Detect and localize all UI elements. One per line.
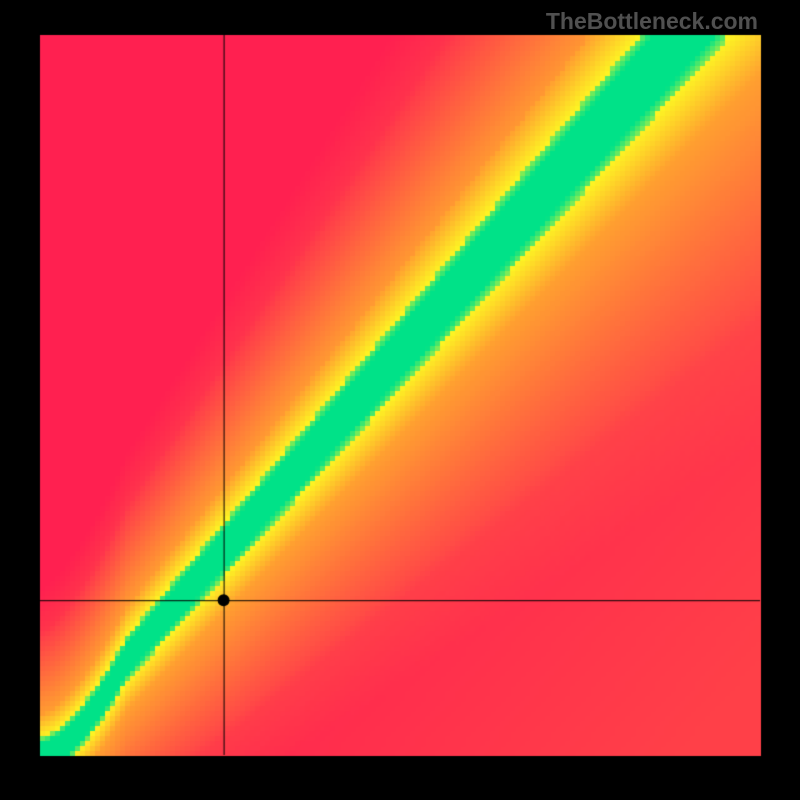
bottleneck-heatmap-canvas bbox=[0, 0, 800, 800]
watermark-text: TheBottleneck.com bbox=[546, 8, 758, 35]
chart-container: TheBottleneck.com bbox=[0, 0, 800, 800]
